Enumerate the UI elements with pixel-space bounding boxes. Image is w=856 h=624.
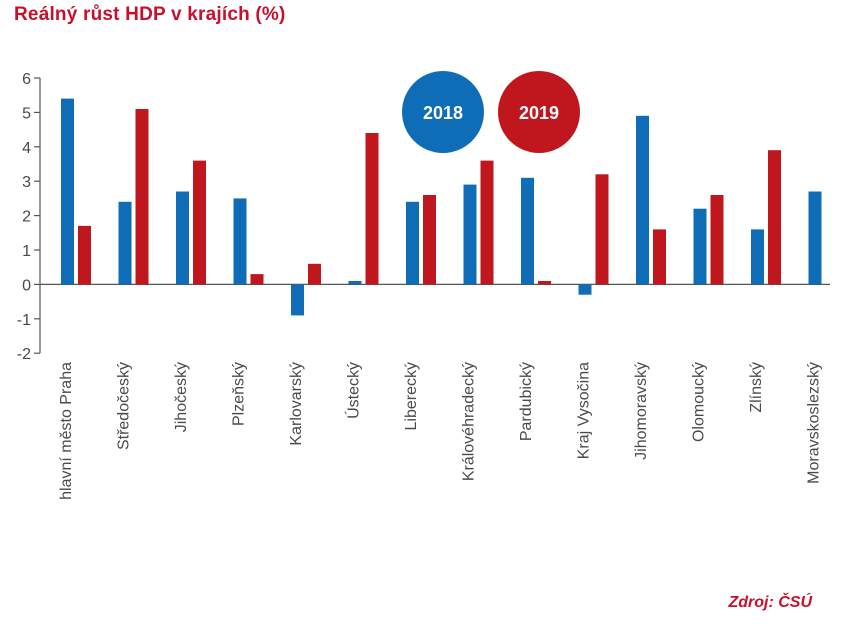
bar-2019 — [135, 109, 149, 285]
y-tick-label: -2 — [17, 346, 31, 363]
bar-2019 — [480, 160, 494, 285]
bar-2019 — [78, 225, 91, 285]
bar-2018 — [808, 191, 822, 285]
bar-2019 — [710, 195, 724, 285]
y-tick-label: 3 — [22, 174, 31, 191]
category-label: Středočeský — [116, 362, 133, 450]
y-tick-label: 0 — [22, 277, 31, 294]
source-note: Zdroj: ČSÚ — [728, 594, 812, 611]
legend-label-2019: 2019 — [519, 103, 559, 123]
chart-title: Reálný růst HDP v krajích (%) — [14, 4, 286, 25]
category-label: Plzeňský — [231, 362, 248, 426]
bar-2019 — [538, 281, 551, 285]
y-tick-label: 4 — [22, 140, 31, 157]
category-label: Olomoucký — [691, 362, 708, 442]
category-label: Kraj Vysočina — [576, 362, 593, 459]
bar-2018 — [291, 284, 304, 316]
legend-marker-2018 — [402, 71, 484, 153]
category-labels: hlavní město Praha Středočeský Jihočeský Pl… — [58, 362, 823, 500]
bar-2018 — [693, 208, 707, 285]
category-label: Zlínský — [748, 362, 765, 413]
category-label: Královéhradecký — [461, 362, 478, 481]
bar-2019 — [768, 150, 781, 285]
bar-2019 — [423, 195, 436, 285]
bar-2018 — [176, 191, 189, 285]
category-label: Ústecký — [344, 362, 363, 419]
bar-2019 — [193, 160, 206, 285]
bar-2018 — [463, 184, 477, 285]
y-tick-label: 5 — [22, 105, 31, 122]
legend: 2018 2019 — [402, 71, 580, 153]
bar-2018 — [751, 229, 764, 285]
y-axis: 6 5 4 3 2 1 0 -1 -2 — [17, 71, 41, 363]
y-tick-label: -1 — [17, 312, 31, 329]
bar-2019 — [308, 263, 321, 285]
bar-2019 — [250, 274, 264, 285]
bar-2018 — [61, 98, 74, 285]
category-label: Jihočeský — [173, 362, 190, 432]
bar-2018 — [578, 284, 592, 295]
legend-marker-2019 — [498, 71, 580, 153]
bar-2018 — [233, 198, 247, 285]
bar-2018 — [118, 201, 132, 285]
category-label: hlavní město Praha — [58, 362, 75, 500]
legend-label-2018: 2018 — [423, 103, 463, 123]
y-tick-label: 6 — [22, 71, 31, 88]
bar-2018 — [348, 281, 362, 285]
y-tick-label: 2 — [22, 209, 31, 226]
bar-2018 — [521, 177, 534, 285]
bar-2019 — [653, 229, 666, 285]
bars — [61, 98, 822, 316]
category-label: Moravskoslezský — [806, 362, 823, 484]
category-label: Karlovarský — [288, 362, 305, 446]
y-tick-label: 1 — [22, 243, 31, 260]
bar-2019 — [595, 174, 609, 285]
category-label: Pardubický — [518, 362, 535, 441]
bar-2018 — [636, 115, 649, 285]
bar-2018 — [406, 201, 419, 285]
category-label: Jihomoravský — [633, 362, 650, 460]
bar-2019 — [365, 133, 379, 285]
category-label: Liberecký — [403, 362, 420, 430]
